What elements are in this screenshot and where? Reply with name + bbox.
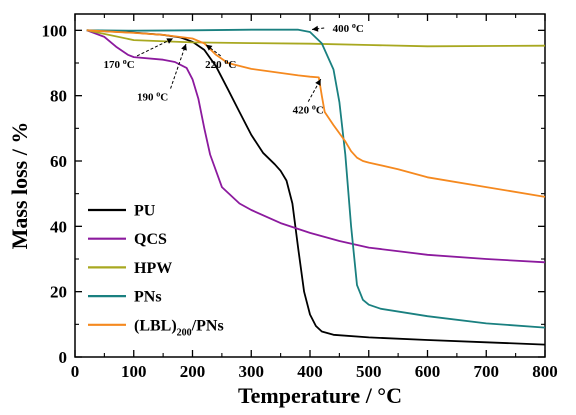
series-lines xyxy=(86,28,546,346)
annotation-arrowhead-4 xyxy=(315,79,321,86)
legend-label-4: (LBL)200/PNs xyxy=(134,317,224,338)
y-tick-label: 80 xyxy=(50,87,67,106)
annotation-label-2: 220 oC xyxy=(205,57,236,71)
annotation-arrow-1 xyxy=(170,43,187,89)
x-tick-label: 700 xyxy=(474,362,500,381)
axis-ticks xyxy=(74,14,546,358)
series-line-2 xyxy=(86,29,546,48)
annotation-label-3: 400 oC xyxy=(333,21,364,35)
x-tick-label: 800 xyxy=(532,362,558,381)
x-tick-label: 300 xyxy=(239,362,265,381)
series-line-3 xyxy=(86,28,546,329)
annotation-arrowhead-3 xyxy=(311,25,319,32)
x-tick-label: 500 xyxy=(356,362,382,381)
series-line-1 xyxy=(86,29,546,264)
annotation-arrow-0 xyxy=(136,37,174,57)
legend-label-0: PU xyxy=(134,203,156,220)
annotation-label-0: 170 oC xyxy=(103,57,134,71)
legend-label-3: PNs xyxy=(134,289,162,306)
y-tick-label: 0 xyxy=(59,348,68,367)
annotation-arrowhead-1 xyxy=(181,43,187,51)
legend-label-2: HPW xyxy=(134,260,172,277)
y-axis-label: Mass loss / % xyxy=(7,122,32,250)
series-line-4 xyxy=(86,29,546,198)
x-tick-label: 200 xyxy=(180,362,206,381)
annotation-arrowhead-2 xyxy=(205,44,213,51)
x-tick-label: 600 xyxy=(415,362,441,381)
y-tick-label: 100 xyxy=(42,21,68,40)
y-tick-label: 60 xyxy=(50,152,67,171)
y-tick-label: 20 xyxy=(50,283,67,302)
x-tick-label: 100 xyxy=(121,362,147,381)
y-tick-label: 40 xyxy=(50,217,67,236)
annotation-label-1: 190 oC xyxy=(137,90,168,104)
legend: PU QCS HPW PNs (LBL)200/PNs xyxy=(88,203,224,338)
x-axis-label: Temperature / °C xyxy=(238,383,402,408)
annotations: 170 oC 190 oC 220 oC 400 oC 420 oC xyxy=(103,21,363,117)
x-tick-label: 0 xyxy=(71,362,80,381)
x-tick-label: 400 xyxy=(297,362,323,381)
annotation-label-4: 420 oC xyxy=(293,103,324,117)
legend-label-1: QCS xyxy=(134,231,167,248)
annotation-arrowhead-0 xyxy=(166,38,174,44)
tick-labels: 0 100 200 300 400 500 600 700 800 0 20 40 60 80 100 xyxy=(42,21,558,381)
